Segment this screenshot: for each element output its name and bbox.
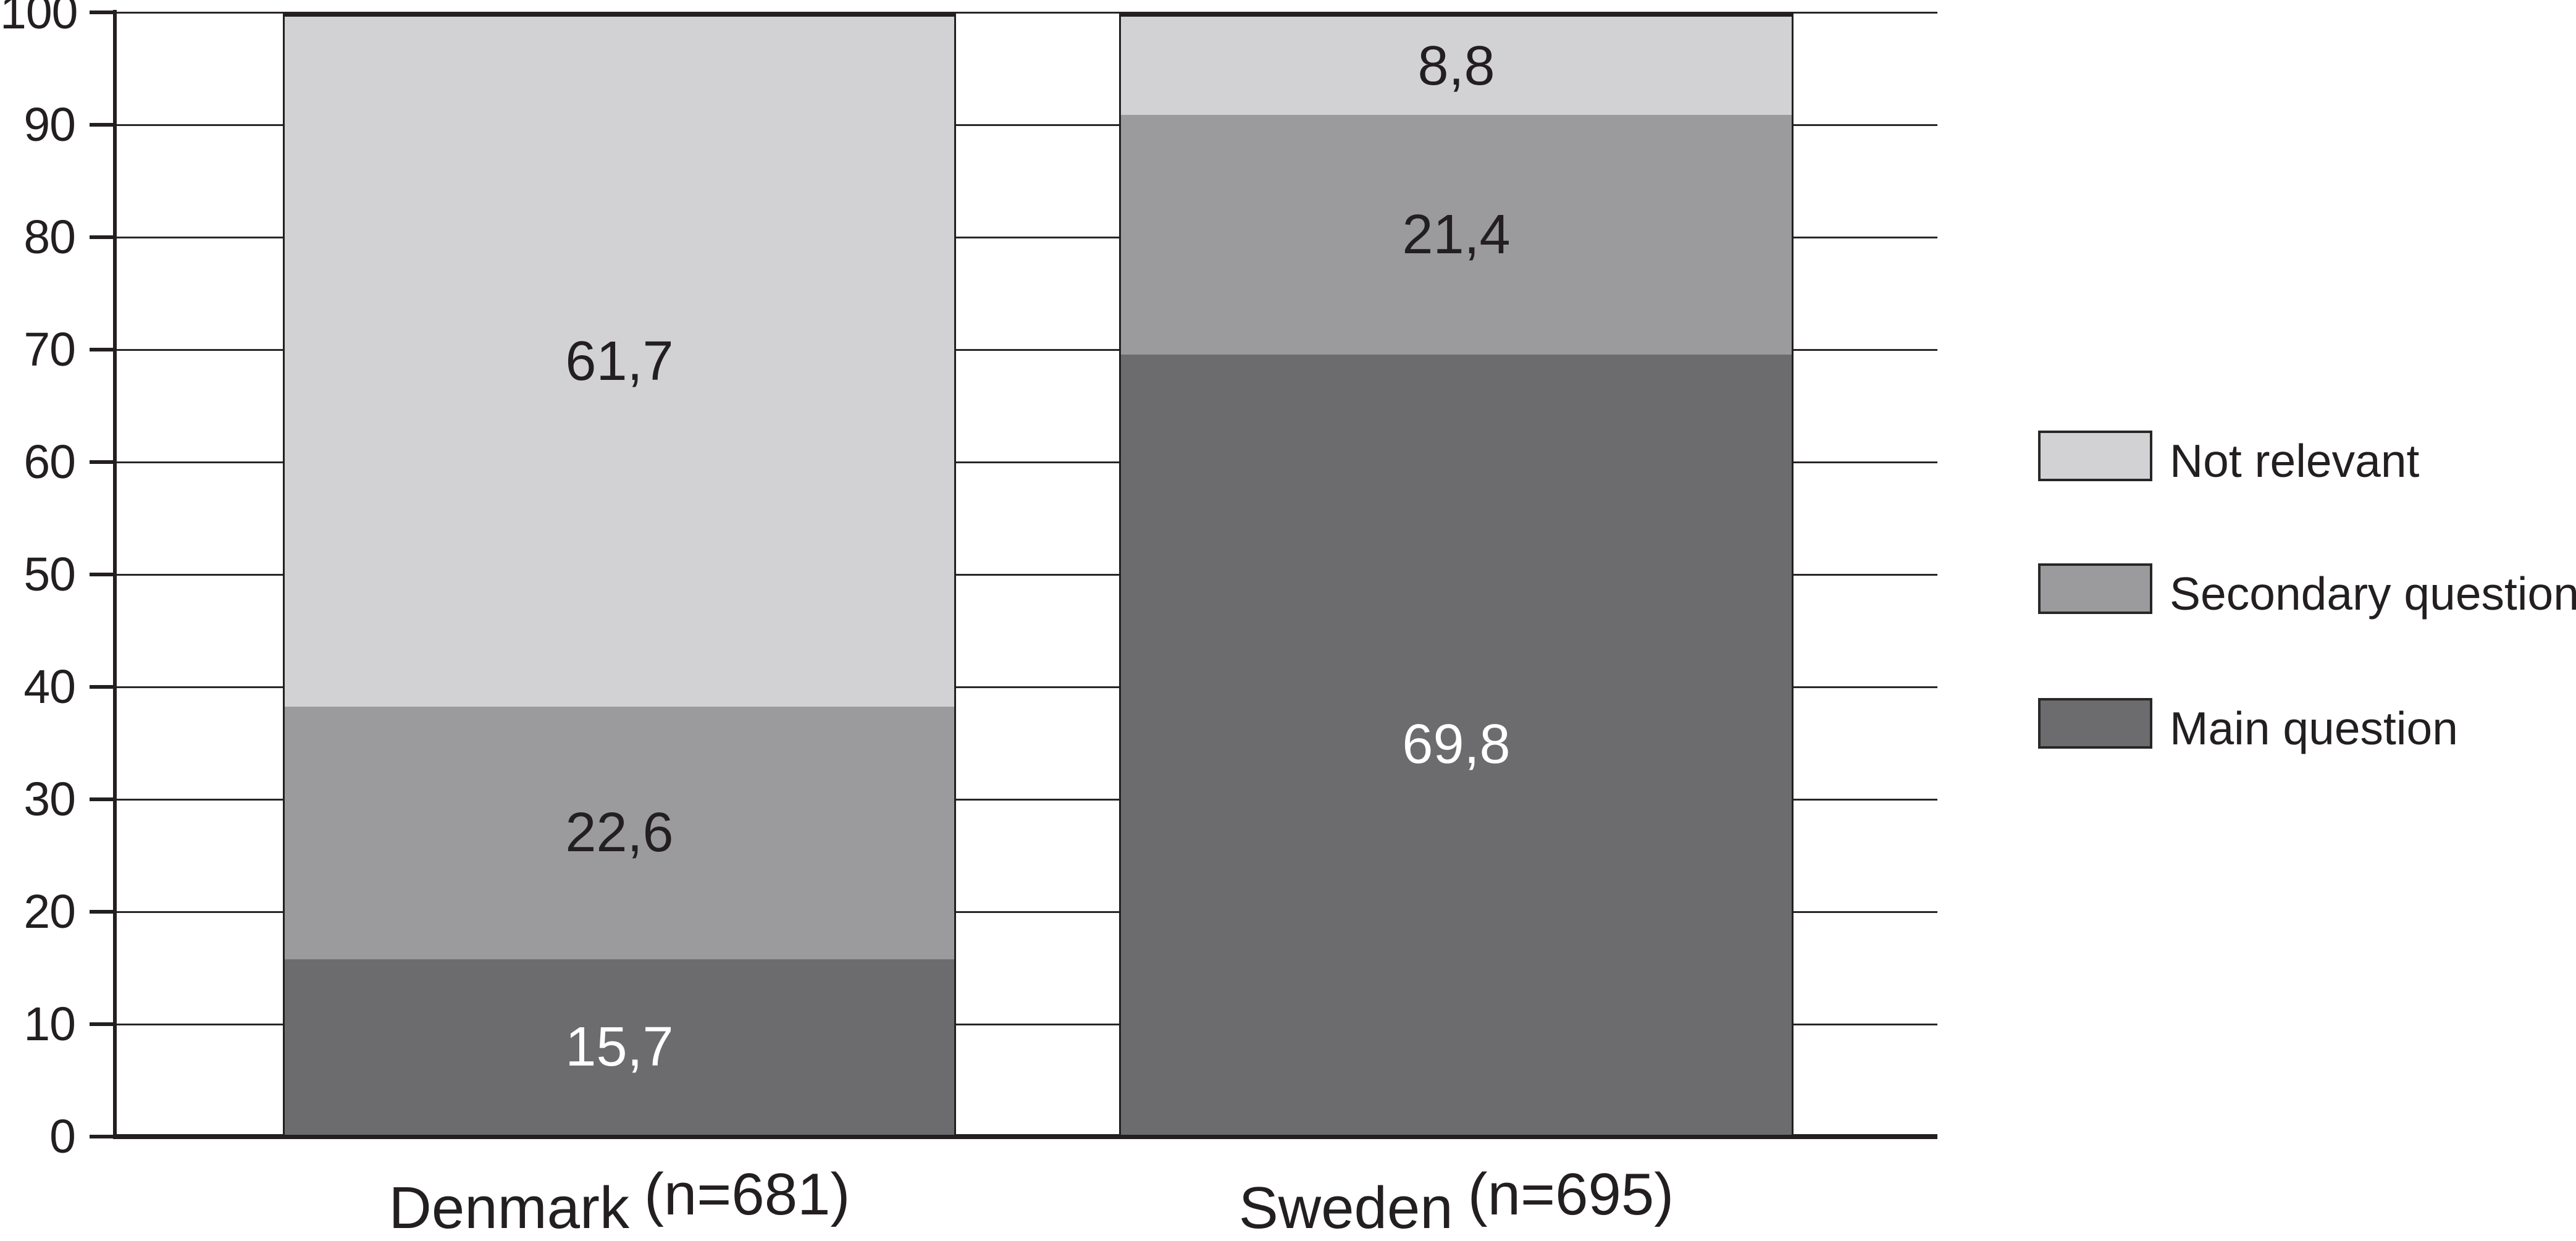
y-tick-0 — [90, 1135, 116, 1138]
value-label: 8,8 — [1417, 35, 1495, 97]
y-tick-label-10: 10 — [23, 998, 76, 1051]
gridline-30 — [116, 799, 1937, 801]
y-tick-label-50: 50 — [23, 548, 76, 601]
y-tick-label-70: 70 — [23, 323, 76, 376]
y-tick-label-60: 60 — [23, 435, 76, 489]
y-tick-30 — [90, 797, 116, 801]
y-tick-10 — [90, 1022, 116, 1026]
gridline-50 — [116, 574, 1937, 576]
bar-sweden: 8,8 21,4 69,8 — [1119, 12, 1794, 1137]
gridline-60 — [116, 461, 1937, 463]
gridline-70 — [116, 349, 1937, 351]
y-tick-20 — [90, 910, 116, 914]
category-sample-size: (n=681) — [644, 1161, 850, 1227]
y-tick-50 — [90, 573, 116, 576]
category-name: Sweden — [1238, 1175, 1453, 1241]
x-axis-baseline — [113, 1134, 1937, 1139]
legend-swatch — [2038, 431, 2152, 481]
value-label: 22,6 — [565, 802, 674, 864]
legend-entry-main-question: Main question — [2038, 698, 2458, 754]
segment-sweden-main-question: 69,8 — [1121, 354, 1792, 1135]
value-label: 21,4 — [1402, 203, 1511, 266]
gridline-20 — [116, 911, 1937, 913]
category-name: Denmark — [388, 1175, 629, 1241]
gridline-80 — [116, 237, 1937, 238]
y-axis-line — [113, 10, 117, 1139]
category-label-denmark: Denmark (n=681) — [187, 1165, 1052, 1238]
value-label: 15,7 — [565, 1016, 674, 1078]
y-tick-60 — [90, 460, 116, 464]
value-label: 69,8 — [1402, 713, 1511, 776]
y-tick-label-80: 80 — [23, 211, 76, 264]
y-tick-label-0: 0 — [49, 1110, 76, 1163]
value-label: 61,7 — [565, 330, 674, 393]
y-tick-label-40: 40 — [23, 660, 76, 713]
gridline-40 — [116, 686, 1937, 688]
y-tick-70 — [90, 348, 116, 351]
legend-entry-not-relevant: Not relevant — [2038, 431, 2420, 487]
legend-swatch — [2038, 563, 2152, 614]
gridline-90 — [116, 124, 1937, 126]
y-tick-label-100: 100 — [0, 0, 78, 39]
legend-label: Main question — [2170, 702, 2458, 754]
y-tick-40 — [90, 685, 116, 689]
y-tick-label-30: 30 — [23, 773, 76, 826]
legend-label: Not relevant — [2170, 434, 2420, 487]
y-tick-label-90: 90 — [23, 98, 76, 151]
y-tick-100 — [90, 11, 116, 14]
segment-denmark-main-question: 15,7 — [285, 959, 954, 1135]
segment-denmark-secondary-question: 22,6 — [285, 706, 954, 959]
y-tick-label-20: 20 — [23, 885, 76, 938]
gridline-10 — [116, 1024, 1937, 1025]
legend-swatch — [2038, 698, 2152, 749]
y-tick-90 — [90, 123, 116, 127]
segment-sweden-secondary-question: 21,4 — [1121, 115, 1792, 355]
gridline-100 — [116, 12, 1937, 14]
bar-denmark: 61,7 22,6 15,7 — [283, 12, 956, 1137]
category-label-sweden: Sweden (n=695) — [1024, 1165, 1889, 1238]
segment-denmark-not-relevant: 61,7 — [285, 17, 954, 707]
y-tick-80 — [90, 235, 116, 239]
segment-sweden-not-relevant: 8,8 — [1121, 17, 1792, 116]
legend-label: Secondary question — [2170, 567, 2576, 620]
legend-entry-secondary-question: Secondary question — [2038, 563, 2576, 620]
category-sample-size: (n=695) — [1467, 1161, 1674, 1227]
